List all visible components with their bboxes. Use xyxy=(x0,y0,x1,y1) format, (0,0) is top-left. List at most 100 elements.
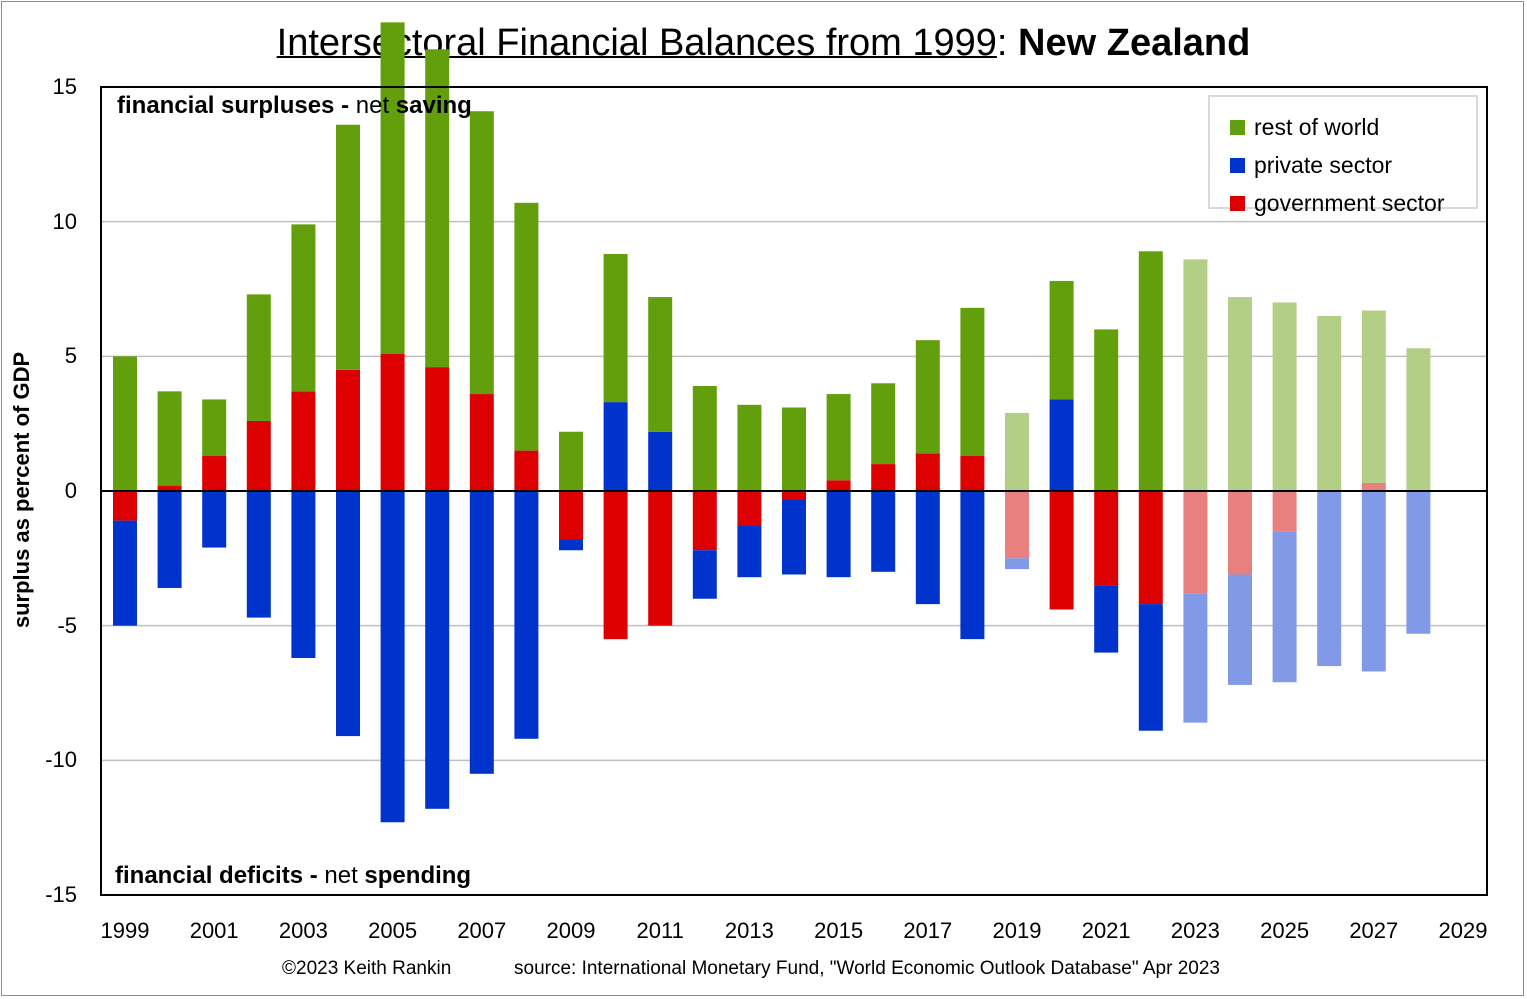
bar-rest-of-world-2007 xyxy=(469,111,494,395)
bar-government-sector-2007 xyxy=(469,394,494,491)
bar-government-sector-2013 xyxy=(737,491,762,527)
bar-private-sector-2017 xyxy=(915,491,940,605)
bar-private-sector-2003 xyxy=(291,491,316,658)
bar-private-sector-2010 xyxy=(603,402,628,491)
bar-rest-of-world-2026 xyxy=(1317,315,1342,491)
bar-private-sector-2014 xyxy=(782,499,806,575)
deficit-annotation-bold2: spending xyxy=(364,862,472,889)
bar-private-sector-2021 xyxy=(1094,585,1119,653)
x-tick-label: 2023 xyxy=(1170,918,1220,943)
bar-private-sector-2000 xyxy=(157,491,182,588)
bar-rest-of-world-2006 xyxy=(425,49,450,368)
x-tick-label: 2025 xyxy=(1260,918,1310,943)
y-tick-label: -15 xyxy=(45,882,77,907)
bar-rest-of-world-2000 xyxy=(157,391,182,486)
chart-title-separator: : xyxy=(996,22,1019,64)
legend-item-rest-of-world: rest of world xyxy=(1230,113,1380,140)
deficit-annotation-bold: financial deficits - xyxy=(115,862,318,889)
x-tick-label: 2005 xyxy=(368,918,418,943)
surplus-annotation-bold2: saving xyxy=(395,92,472,119)
y-tick-label: -10 xyxy=(45,747,77,773)
bar-government-sector-2002 xyxy=(246,420,271,491)
bar-rest-of-world-2014 xyxy=(782,407,806,491)
footer-copyright: ©2023 Keith Rankin xyxy=(282,958,452,979)
bar-private-sector-1999 xyxy=(113,520,137,626)
bar-private-sector-2005 xyxy=(380,491,405,823)
bar-rest-of-world-2017 xyxy=(915,340,940,454)
bar-government-sector-2017 xyxy=(915,453,940,491)
bar-rest-of-world-2004 xyxy=(336,124,360,370)
bar-rest-of-world-2011 xyxy=(648,297,673,432)
bar-private-sector-2026 xyxy=(1317,491,1342,667)
bar-government-sector-2000 xyxy=(157,485,182,491)
bar-government-sector-2020 xyxy=(1049,491,1074,610)
bar-government-sector-2019 xyxy=(1005,491,1029,559)
bar-rest-of-world-2027 xyxy=(1361,310,1386,483)
legend-label-rest-of-world: rest of world xyxy=(1254,113,1380,140)
y-tick-label: 5 xyxy=(64,343,77,369)
bar-rest-of-world-2005 xyxy=(380,22,405,354)
y-tick-label: 0 xyxy=(64,478,77,503)
bar-private-sector-2024 xyxy=(1228,574,1252,685)
bar-government-sector-2022 xyxy=(1138,491,1163,605)
bar-rest-of-world-2003 xyxy=(291,224,316,392)
bar-private-sector-2018 xyxy=(960,491,985,640)
surplus-annotation-normal: net xyxy=(349,92,396,119)
bar-private-sector-2019 xyxy=(1005,558,1029,570)
bar-private-sector-2028 xyxy=(1406,491,1431,634)
bar-rest-of-world-2002 xyxy=(246,294,271,421)
bar-government-sector-2012 xyxy=(692,491,717,551)
legend-swatch-government-sector xyxy=(1230,195,1245,211)
legend-item-government-sector: government sector xyxy=(1230,189,1445,216)
bar-rest-of-world-2020 xyxy=(1049,280,1074,400)
y-tick-label: 10 xyxy=(52,208,77,234)
bar-rest-of-world-2010 xyxy=(603,253,628,403)
chart-title-country: New Zealand xyxy=(1018,22,1251,64)
x-tick-label: 2011 xyxy=(636,918,684,943)
surplus-annotation: financial surpluses - net saving xyxy=(117,92,472,120)
y-tick-label: 15 xyxy=(52,74,77,99)
y-tick-label: -5 xyxy=(57,612,77,638)
bar-private-sector-2007 xyxy=(469,491,494,774)
bar-government-sector-2003 xyxy=(291,391,316,491)
bar-rest-of-world-2012 xyxy=(692,385,717,491)
legend-swatch-rest-of-world xyxy=(1230,119,1245,135)
surplus-annotation-bold: financial surpluses - xyxy=(117,92,350,119)
bar-private-sector-2012 xyxy=(692,550,717,599)
bar-government-sector-2005 xyxy=(380,353,405,491)
bar-rest-of-world-2015 xyxy=(826,394,851,481)
bar-rest-of-world-2013 xyxy=(737,404,762,491)
bar-private-sector-2008 xyxy=(514,491,539,739)
bar-rest-of-world-2028 xyxy=(1406,348,1431,491)
x-tick-label: 2019 xyxy=(992,918,1042,943)
bar-rest-of-world-2016 xyxy=(871,383,896,465)
bar-rest-of-world-2023 xyxy=(1183,259,1208,491)
bar-private-sector-2020 xyxy=(1049,399,1074,491)
x-tick-label: 2017 xyxy=(903,918,953,943)
bar-government-sector-2004 xyxy=(336,369,360,491)
x-tick-label: 2029 xyxy=(1438,918,1488,943)
deficit-annotation-normal: net xyxy=(317,862,365,889)
bar-rest-of-world-2021 xyxy=(1094,329,1119,491)
deficit-annotation: financial deficits - net spending xyxy=(115,862,471,890)
bar-private-sector-2023 xyxy=(1183,593,1208,723)
legend-label-private-sector: private sector xyxy=(1254,151,1393,178)
bar-government-sector-2011 xyxy=(648,491,673,626)
bar-rest-of-world-2008 xyxy=(514,202,539,451)
x-tick-label: 1999 xyxy=(100,918,150,943)
bar-rest-of-world-2019 xyxy=(1005,412,1029,491)
bar-government-sector-2016 xyxy=(871,464,896,491)
x-tick-label: 2003 xyxy=(278,918,328,943)
bar-government-sector-2018 xyxy=(960,455,985,491)
legend-item-private-sector: private sector xyxy=(1230,151,1393,178)
bar-government-sector-2025 xyxy=(1272,491,1297,532)
bar-government-sector-2024 xyxy=(1228,491,1252,575)
bar-government-sector-2008 xyxy=(514,450,539,491)
bar-government-sector-2010 xyxy=(603,491,628,640)
bar-private-sector-2006 xyxy=(425,491,450,809)
bar-rest-of-world-1999 xyxy=(113,356,137,491)
legend-label-government-sector: government sector xyxy=(1254,189,1445,216)
bar-government-sector-2009 xyxy=(559,491,583,540)
bar-rest-of-world-2024 xyxy=(1228,297,1252,491)
